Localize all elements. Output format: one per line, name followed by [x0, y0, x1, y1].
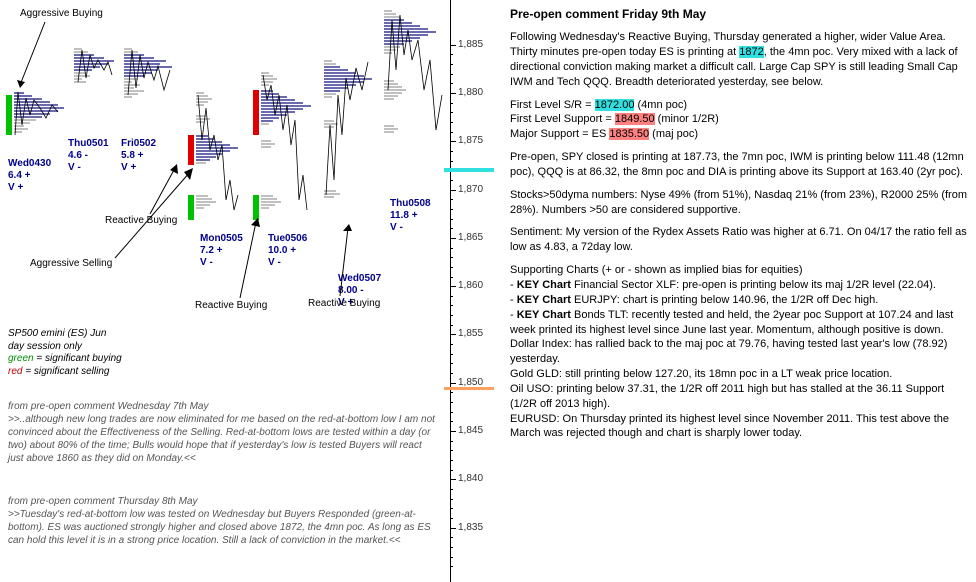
sr-line-red: [444, 387, 494, 390]
legend-line3: green = significant buying: [8, 353, 122, 366]
ann-reactive-buying-2: Reactive Buying: [195, 300, 267, 313]
sc-3: - KEY Chart Bonds TLT: recently tested a…: [510, 308, 970, 338]
sc-5: Gold GLD: still printing below 127.20, i…: [510, 367, 970, 382]
hl-sr: 1872.00: [595, 99, 635, 111]
para-3: Stocks>50dyma numbers: Nyse 49% (from 51…: [510, 188, 970, 218]
commentary: Pre-open comment Friday 9th May Followin…: [510, 6, 970, 441]
sc-title: Supporting Charts (+ or - shown as impli…: [510, 263, 970, 278]
label-fri0502: Fri0502 5.8 + V +: [121, 138, 156, 174]
para-4: Sentiment: My version of the Rydex Asset…: [510, 225, 970, 255]
note-wed: from pre-open comment Wednesday 7th May …: [8, 400, 438, 465]
note-thu-title: from pre-open comment Thursday 8th May: [8, 495, 438, 508]
label-tue0506: Tue0506 10.0 + V -: [268, 233, 307, 269]
legend-line1: SP500 emini (ES) Jun: [8, 328, 122, 341]
legend: SP500 emini (ES) Jun day session only gr…: [8, 328, 122, 378]
price-axis: 1,8351,8401,8451,8501,8551,8601,8651,870…: [450, 0, 498, 582]
ann-aggressive-selling: Aggressive Selling: [30, 258, 112, 271]
sc-2: - KEY Chart EURJPY: chart is printing be…: [510, 293, 970, 308]
ann-aggressive-buying: Aggressive Buying: [20, 8, 103, 21]
legend-line4: red = significant selling: [8, 366, 122, 379]
ann-reactive-buying-3: Reactive Buying: [308, 298, 380, 311]
levels: First Level S/R = 1872.00 (4mn poc) Firs…: [510, 98, 970, 143]
sc-7: EURUSD: On Thursday printed its highest …: [510, 412, 970, 442]
page-title: Pre-open comment Friday 9th May: [510, 6, 970, 22]
sc-6: Oil USO: printing below 37.31, the 1/2R …: [510, 382, 970, 412]
hl-support2: 1835.50: [609, 128, 649, 140]
hl-current-price: 1872: [739, 46, 763, 58]
note-thu: from pre-open comment Thursday 8th May >…: [8, 495, 438, 547]
para-2: Pre-open, SPY closed is printing at 187.…: [510, 150, 970, 180]
chart-area: Wed0430 6.4 + V + Thu0501 4.6 - V - Fri0…: [0, 0, 450, 582]
ann-reactive-buying-1: Reactive Buying: [105, 215, 177, 228]
label-mon0505: Mon0505 7.2 + V -: [200, 233, 243, 269]
sr-line-cyan: [444, 168, 494, 172]
para-1: Following Wednesday's Reactive Buying, T…: [510, 30, 970, 89]
note-wed-title: from pre-open comment Wednesday 7th May: [8, 400, 438, 413]
sc-1: - KEY Chart Financial Sector XLF: pre-op…: [510, 278, 970, 293]
note-thu-body: >>Tuesday's red-at-bottom low was tested…: [8, 508, 438, 547]
label-wed0430: Wed0430 6.4 + V +: [8, 158, 51, 194]
label-thu0508: Thu0508 11.8 + V -: [390, 198, 431, 234]
note-wed-body: >>..although new long trades are now eli…: [8, 413, 438, 465]
label-thu0501: Thu0501 4.6 - V -: [68, 138, 109, 174]
sc-4: Dollar Index: has rallied back to the ma…: [510, 337, 970, 367]
legend-line2: day session only: [8, 341, 122, 354]
hl-support1: 1849.50: [615, 113, 655, 125]
